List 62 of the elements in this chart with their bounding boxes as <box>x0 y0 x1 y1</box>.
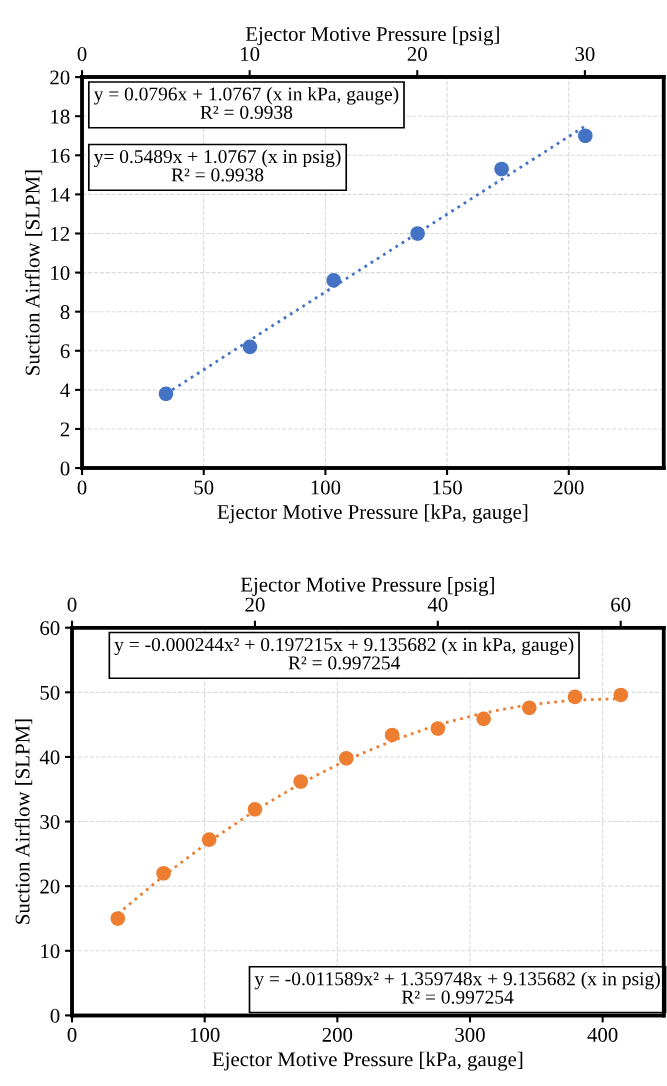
point <box>613 687 629 703</box>
y-tick-label: 8 <box>60 305 70 320</box>
x-tick-label: 0 <box>77 480 87 495</box>
point <box>339 750 354 766</box>
x2-tick-label: 10 <box>241 47 260 62</box>
point <box>247 802 263 817</box>
y-tick-label: 30 <box>40 814 60 829</box>
y-tick-label: 10 <box>51 265 70 281</box>
point <box>522 700 537 716</box>
x-axis-title: Ejector Motive Pressure [kPa, gauge] <box>212 1051 523 1071</box>
y-tick-label: 16 <box>51 148 70 163</box>
annotation: y = 0.0796x + 1.0767 (x in kPa, gauge) R² = 0.9938 <box>93 86 399 120</box>
y-tick-label: 20 <box>50 70 70 85</box>
y-tick-label: 6 <box>60 344 70 359</box>
x-tick-label: 200 <box>554 480 584 495</box>
point <box>476 711 491 727</box>
point <box>201 832 217 847</box>
x2-tick-label: 20 <box>245 597 265 612</box>
x-tick-label: 150 <box>433 480 462 495</box>
y-tick-label: 0 <box>50 1008 60 1023</box>
y-tick-label: 60 <box>40 621 60 636</box>
point <box>578 128 593 144</box>
x-tick-label: 300 <box>455 1027 485 1042</box>
y-axis-title: Suction Airflow [SLPM] <box>14 719 33 924</box>
point <box>384 727 400 743</box>
x2-tick-label: 40 <box>427 597 448 612</box>
point <box>110 911 126 926</box>
x2-tick-label: 30 <box>575 47 595 62</box>
point <box>494 161 509 177</box>
y-axis-title: Suction Airflow [SLPM] <box>24 170 43 375</box>
y-tick-label: 50 <box>40 685 60 700</box>
x2-axis-title: Ejector Motive Pressure [psig] <box>245 26 499 46</box>
y-tick-label: 12 <box>51 226 70 241</box>
x2-tick-label: 60 <box>611 597 631 612</box>
x-tick-label: 50 <box>194 480 214 495</box>
y-tick-label: 18 <box>51 109 70 124</box>
point <box>567 689 583 705</box>
y-tick-label: 20 <box>40 879 60 894</box>
x-axis-title: Ejector Motive Pressure [kPa, gauge] <box>217 504 528 524</box>
x2-tick-label: 0 <box>77 47 87 62</box>
point <box>326 273 341 288</box>
point <box>156 865 171 881</box>
point <box>158 386 174 402</box>
point <box>410 226 425 241</box>
y-tick-label: 0 <box>60 461 70 476</box>
x2-tick-label: 20 <box>407 47 427 62</box>
y-tick-label: 10 <box>41 944 60 959</box>
y-tick-label: 2 <box>60 422 70 437</box>
x-tick-label: 100 <box>311 480 341 495</box>
x2-axis-title: Ejector Motive Pressure [psig] <box>240 577 494 596</box>
y-tick-label: 4 <box>60 383 70 398</box>
x-tick-label: 400 <box>587 1027 618 1042</box>
annotation: y= 0.5489x + 1.0767 (x in psig) R² = 0.9938 <box>93 149 341 182</box>
y-tick-label: 14 <box>51 187 70 202</box>
point <box>293 774 309 789</box>
y-tick-label: 40 <box>39 750 60 765</box>
point <box>242 339 258 355</box>
x-tick-label: 100 <box>190 1027 220 1042</box>
annotation: y = -0.011589x² + 1.359748x + 9.135682 (x in psig) R² = 0.997254 <box>254 971 660 1004</box>
point <box>430 721 446 736</box>
x-tick-label: 200 <box>322 1027 353 1042</box>
annotation: y = -0.000244x² + 0.197215x + 9.135682 (x in kPa, gauge) R² = 0.997254 <box>114 637 574 670</box>
